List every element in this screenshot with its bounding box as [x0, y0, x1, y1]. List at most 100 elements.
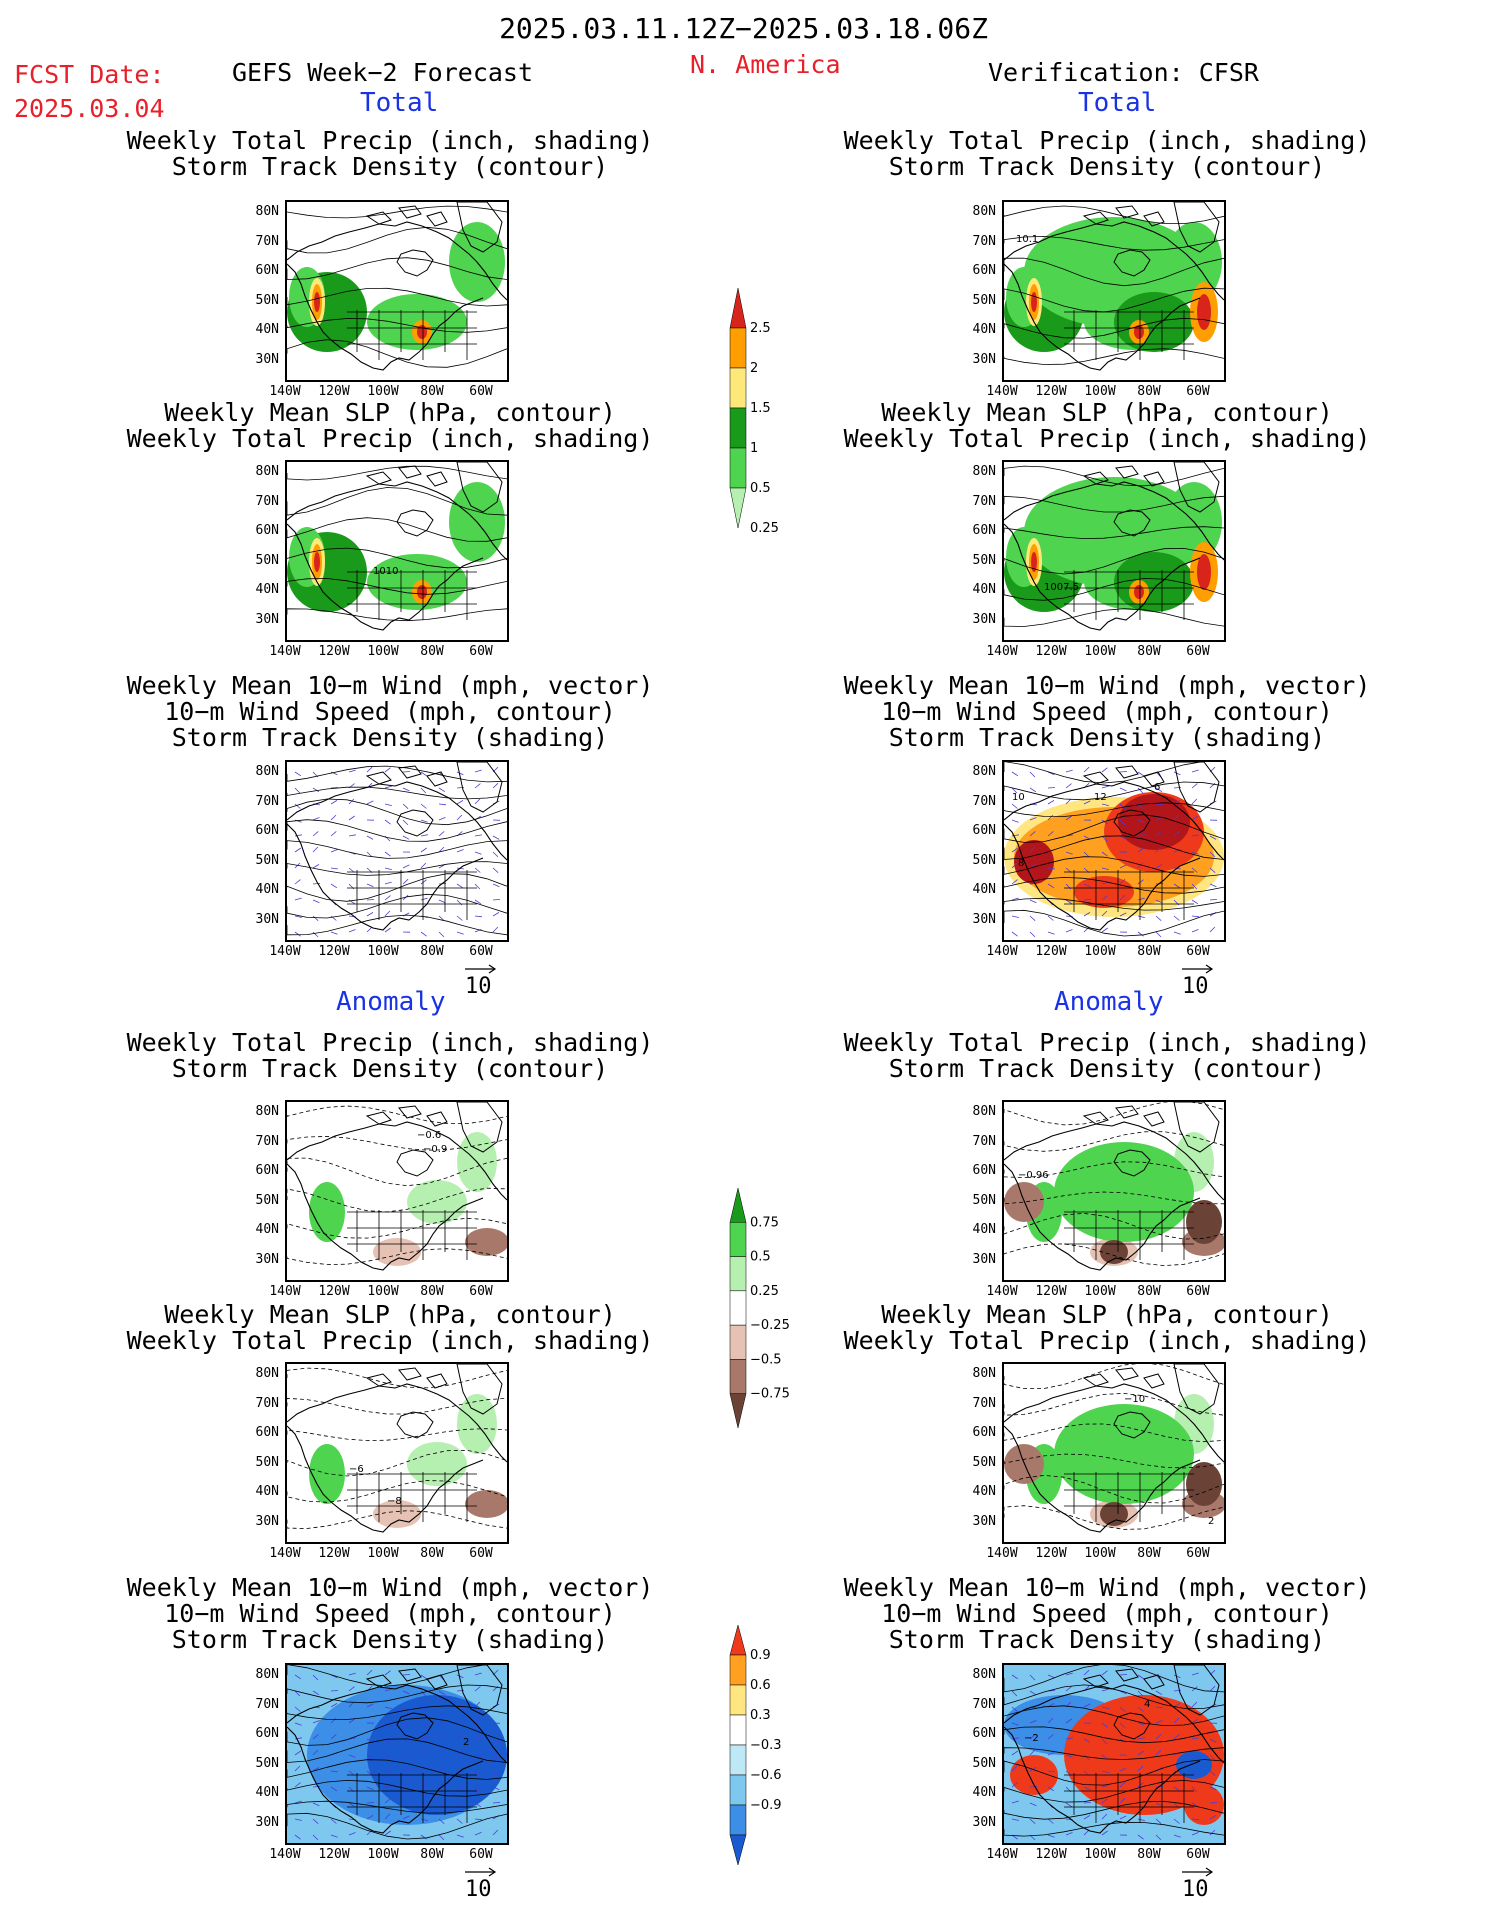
vector-reference: 10: [465, 1867, 497, 1902]
contour-label: 10: [1012, 792, 1025, 803]
vector-arrow-icon: [1182, 964, 1214, 974]
panel-title-line: Weekly Total Precip (inch, shading): [843, 1326, 1371, 1355]
right-map-6: 4 −2: [1002, 1663, 1226, 1845]
vector-reference-value: 10: [465, 974, 492, 999]
right-total-label: Total: [1078, 88, 1157, 118]
latitude-label: 50N: [255, 1192, 279, 1208]
contour-label: −2: [1024, 1733, 1039, 1744]
right-panel-6-title: Weekly Mean 10−m Wind (mph, vector) 10−m …: [757, 1575, 1457, 1653]
left-map-2: 1010: [285, 460, 509, 642]
left-anomaly-label: Anomaly: [336, 987, 446, 1017]
longitude-label: 120W: [318, 1284, 350, 1299]
panel-title-line: 10−m Wind Speed (mph, contour): [881, 697, 1333, 726]
latitude-label: 80N: [972, 464, 996, 479]
fcst-date-block: FCST Date: 2025.03.04: [14, 58, 165, 126]
contour-label: −0.9: [423, 1144, 447, 1155]
latitude-label: 50N: [972, 1755, 996, 1771]
panel-title-line: Weekly Mean 10−m Wind (mph, vector): [843, 1573, 1371, 1602]
anom-track-swatch: [729, 1834, 747, 1866]
anom-precip-swatch: [729, 1290, 747, 1326]
longitude-label: 140W: [269, 1847, 301, 1862]
anom-precip-label: 0.25: [750, 1284, 779, 1299]
longitude-label: 140W: [269, 384, 301, 399]
latitude-label: 40N: [255, 1785, 279, 1800]
anom-precip-label: −0.5: [750, 1352, 782, 1367]
right-column-title: Verification: CFSR: [988, 58, 1259, 87]
anom-track-label: −0.9: [750, 1798, 782, 1813]
longitude-label: 100W: [1084, 1847, 1116, 1862]
map-plot: 2: [287, 1665, 507, 1843]
longitude-label: 120W: [1035, 944, 1067, 959]
latitude-label: 40N: [255, 582, 279, 597]
colorbar-anomaly-precip: 0.75 0.5 0.25 −0.25 −0.5 −0.75: [720, 1168, 790, 1458]
latitude-label: 80N: [255, 464, 279, 479]
latitude-label: 70N: [972, 793, 996, 809]
total-precip-swatch: [729, 487, 747, 529]
longitude-label: 80W: [1137, 384, 1161, 399]
contour-label: 1007.5: [1044, 582, 1079, 593]
latitude-label: 80N: [972, 1667, 996, 1682]
panel-title-line: Weekly Mean SLP (hPa, contour): [881, 398, 1333, 427]
latitude-label: 50N: [972, 552, 996, 568]
vector-arrow-icon: [465, 964, 497, 974]
longitude-label: 140W: [986, 1284, 1018, 1299]
latitude-label: 70N: [972, 493, 996, 509]
vector-arrow-icon: [465, 1867, 497, 1877]
latitude-label: 70N: [255, 1395, 279, 1411]
longitude-label: 120W: [318, 1847, 350, 1862]
contour-label: −0.6: [417, 1130, 441, 1141]
latitude-label: 40N: [255, 882, 279, 897]
total-precip-label: 0.5: [750, 481, 771, 496]
longitude-label: 120W: [1035, 1284, 1067, 1299]
total-precip-swatch: [729, 367, 747, 409]
left-column-title: GEFS Week−2 Forecast: [232, 58, 534, 87]
latitude-label: 30N: [972, 1814, 996, 1830]
latitude-label: 60N: [255, 263, 279, 278]
latitude-label: 40N: [972, 1484, 996, 1499]
contour-label: 1010: [373, 566, 398, 577]
latitude-label: 40N: [972, 1785, 996, 1800]
latitude-label: 60N: [972, 263, 996, 278]
longitude-label: 60W: [1186, 1284, 1210, 1299]
longitude-label: 100W: [1084, 644, 1116, 659]
latitude-label: 60N: [255, 823, 279, 838]
contour-label: −10: [1124, 1394, 1145, 1405]
anom-precip-swatch: [729, 1222, 747, 1257]
latitude-label: 60N: [255, 1163, 279, 1178]
latitude-label: 60N: [255, 1726, 279, 1741]
contour-label: 2: [1208, 1516, 1214, 1527]
panel-title-line: Weekly Total Precip (inch, shading): [843, 126, 1371, 155]
left-map-6: 2: [285, 1663, 509, 1845]
latitude-label: 30N: [255, 911, 279, 927]
anom-track-swatch: [729, 1744, 747, 1776]
longitude-label: 120W: [1035, 384, 1067, 399]
latitude-label: 30N: [255, 1814, 279, 1830]
latitude-label: 50N: [255, 552, 279, 568]
longitude-label: 80W: [1137, 644, 1161, 659]
latitude-label: 50N: [972, 292, 996, 308]
longitude-label: 100W: [367, 1284, 399, 1299]
latitude-label: 30N: [255, 351, 279, 367]
longitude-label: 140W: [269, 1546, 301, 1561]
latitude-label: 30N: [255, 1513, 279, 1529]
left-panel-3-title: Weekly Mean 10−m Wind (mph, vector) 10−m …: [40, 673, 740, 751]
longitude-label: 60W: [469, 944, 493, 959]
longitude-label: 140W: [986, 384, 1018, 399]
longitude-label: 80W: [420, 384, 444, 399]
longitude-label: 60W: [1186, 644, 1210, 659]
longitude-label: 120W: [1035, 1546, 1067, 1561]
latitude-label: 40N: [255, 322, 279, 337]
latitude-label: 30N: [972, 1513, 996, 1529]
colorbar-total-precip: 2.5 2 1.5 1 0.5 0.25: [720, 268, 790, 558]
longitude-label: 80W: [420, 644, 444, 659]
anom-precip-label: 0.75: [750, 1215, 779, 1230]
anom-track-swatch: [729, 1774, 747, 1806]
fcst-date: 2025.03.04: [14, 94, 165, 123]
vector-reference-value: 10: [1182, 974, 1209, 999]
left-panel-2-title: Weekly Mean SLP (hPa, contour) Weekly Tot…: [40, 400, 740, 452]
latitude-label: 30N: [255, 611, 279, 627]
longitude-label: 60W: [469, 384, 493, 399]
panel-title-line: Storm Track Density (shading): [888, 723, 1326, 752]
panel-title-line: 10−m Wind Speed (mph, contour): [164, 1599, 616, 1628]
map-plot: −6 −8: [287, 1364, 507, 1533]
